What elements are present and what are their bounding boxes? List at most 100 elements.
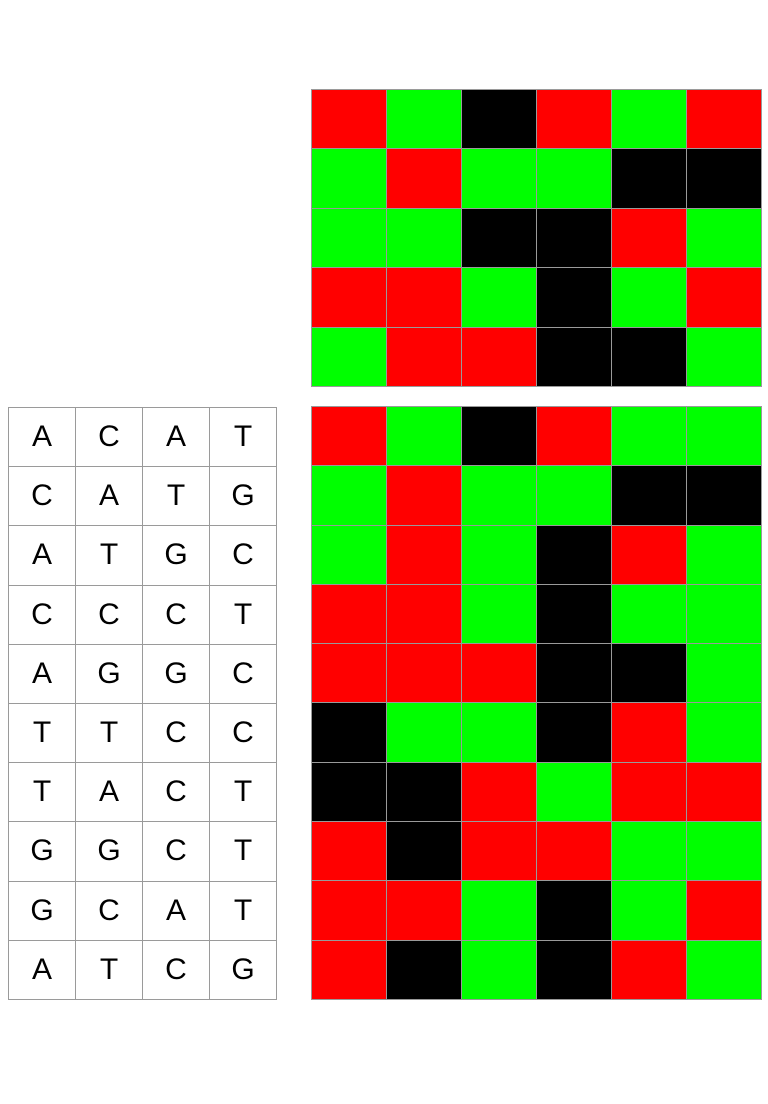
bottom-color-cell (387, 762, 462, 823)
bottom-color-cell (387, 644, 462, 704)
top-color-cell (387, 90, 462, 150)
bottom-color-cell (312, 466, 387, 526)
bottom-color-cell (537, 703, 612, 763)
bottom-color-cell (537, 881, 612, 941)
sequence-letter-cell: A (9, 526, 76, 586)
bottom-color-cell (687, 881, 762, 941)
top-color-cell (612, 90, 687, 150)
sequence-letter-cell: C (143, 704, 210, 764)
sequence-letter-cell: C (143, 822, 210, 882)
bottom-color-cell (537, 644, 612, 704)
top-color-cell (537, 90, 612, 150)
bottom-color-cell (537, 525, 612, 585)
bottom-color-cell (462, 525, 537, 585)
sequence-letter-cell: T (76, 526, 143, 586)
bottom-color-cell (687, 703, 762, 763)
bottom-color-cell (687, 644, 762, 704)
top-color-cell (387, 268, 462, 328)
sequence-letter-cell: T (210, 881, 277, 941)
top-color-cell (387, 208, 462, 269)
top-color-cell (312, 90, 387, 150)
bottom-color-cell (462, 407, 537, 467)
sequence-letter-cell: T (210, 763, 277, 823)
bottom-color-cell (387, 822, 462, 882)
sequence-letter-cell: G (210, 940, 277, 1000)
sequence-letter-cell: C (76, 585, 143, 645)
bottom-color-cell (387, 407, 462, 467)
bottom-color-cell (312, 644, 387, 704)
bottom-color-cell (312, 881, 387, 941)
bottom-color-cell (612, 644, 687, 704)
top-color-cell (462, 149, 537, 209)
bottom-color-cell (387, 940, 462, 1000)
bottom-color-cell (687, 940, 762, 1000)
bottom-color-cell (687, 466, 762, 526)
bottom-color-cell (387, 525, 462, 585)
bottom-color-cell (312, 822, 387, 882)
sequence-letter-cell: A (143, 408, 210, 468)
bottom-color-cell (612, 525, 687, 585)
bottom-color-cell (312, 940, 387, 1000)
sequence-letter-cell: T (76, 940, 143, 1000)
top-color-cell (537, 268, 612, 328)
top-color-cell (687, 208, 762, 269)
bottom-color-cell (612, 703, 687, 763)
bottom-color-cell (462, 584, 537, 645)
sequence-letter-cell: T (210, 585, 277, 645)
bottom-color-cell (537, 940, 612, 1000)
sequence-letter-cell: G (210, 467, 277, 527)
sequence-letter-cell: C (76, 408, 143, 468)
sequence-letter-cell: C (210, 526, 277, 586)
bottom-color-cell (687, 762, 762, 823)
top-color-cell (462, 90, 537, 150)
top-color-cell (462, 327, 537, 387)
bottom-color-cell (387, 881, 462, 941)
bottom-color-cell (387, 466, 462, 526)
bottom-color-cell (687, 407, 762, 467)
sequence-letter-cell: G (76, 644, 143, 704)
bottom-color-cell (537, 762, 612, 823)
sequence-letter-cell: A (76, 467, 143, 527)
bottom-color-cell (537, 822, 612, 882)
bottom-color-cell (612, 407, 687, 467)
top-color-cell (312, 149, 387, 209)
sequence-letter-cell: G (143, 526, 210, 586)
sequence-letter-cell: C (143, 763, 210, 823)
sequence-letter-cell: C (143, 585, 210, 645)
top-color-cell (612, 149, 687, 209)
bottom-color-cell (537, 407, 612, 467)
bottom-color-cell (687, 822, 762, 882)
sequence-letter-cell: A (9, 408, 76, 468)
bottom-color-cell (612, 822, 687, 882)
sequence-letter-cell: A (9, 940, 76, 1000)
sequence-letter-cell: T (210, 408, 277, 468)
bottom-color-cell (462, 822, 537, 882)
sequence-letter-cell: G (76, 822, 143, 882)
bottom-color-cell (612, 940, 687, 1000)
bottom-color-cell (612, 881, 687, 941)
bottom-color-cell (387, 703, 462, 763)
top-color-cell (687, 90, 762, 150)
sequence-letter-cell: G (143, 644, 210, 704)
sequence-letter-cell: C (143, 940, 210, 1000)
top-color-cell (387, 327, 462, 387)
bottom-color-cell (312, 703, 387, 763)
bottom-color-grid (311, 406, 762, 1000)
bottom-color-cell (462, 940, 537, 1000)
sequence-letter-cell: T (143, 467, 210, 527)
top-color-grid (311, 89, 762, 387)
top-color-cell (612, 268, 687, 328)
sequence-letter-cell: G (9, 881, 76, 941)
bottom-color-cell (687, 584, 762, 645)
sequence-letter-cell: C (9, 467, 76, 527)
bottom-color-cell (462, 644, 537, 704)
top-color-cell (687, 149, 762, 209)
top-color-cell (312, 327, 387, 387)
top-color-cell (612, 327, 687, 387)
top-color-cell (462, 268, 537, 328)
top-color-cell (462, 208, 537, 269)
sequence-letter-cell: A (9, 644, 76, 704)
sequence-letter-cell: G (9, 822, 76, 882)
sequence-letter-cell: T (210, 822, 277, 882)
